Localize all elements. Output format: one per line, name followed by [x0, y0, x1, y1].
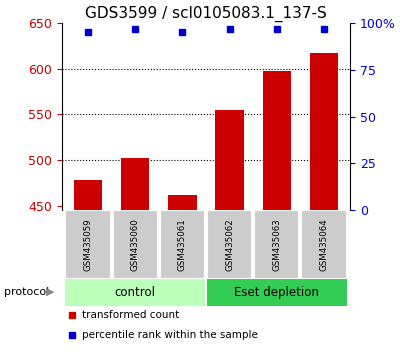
Bar: [263, 72, 291, 210]
Bar: [112, 210, 158, 279]
Bar: [121, 158, 149, 210]
Text: GSM435060: GSM435060: [131, 218, 140, 271]
Title: GDS3599 / scl0105083.1_137-S: GDS3599 / scl0105083.1_137-S: [85, 5, 327, 22]
Bar: [301, 210, 347, 279]
Bar: [74, 180, 102, 210]
Text: transformed count: transformed count: [82, 309, 180, 320]
Bar: [254, 210, 300, 279]
Bar: [160, 210, 205, 279]
Bar: [216, 110, 244, 210]
Bar: [65, 210, 111, 279]
Text: GSM435064: GSM435064: [320, 218, 328, 271]
Text: percentile rank within the sample: percentile rank within the sample: [82, 330, 258, 340]
Text: GSM435062: GSM435062: [225, 218, 234, 271]
Text: GSM435063: GSM435063: [272, 218, 281, 271]
Bar: [168, 195, 196, 210]
Text: control: control: [115, 286, 156, 299]
Bar: [65, 279, 205, 307]
Text: GSM435061: GSM435061: [178, 218, 187, 271]
Text: ▶: ▶: [46, 287, 54, 297]
Text: Eset depletion: Eset depletion: [234, 286, 319, 299]
Bar: [310, 53, 338, 210]
Text: protocol: protocol: [4, 287, 49, 297]
Text: GSM435059: GSM435059: [84, 218, 92, 271]
Bar: [207, 279, 347, 307]
Bar: [207, 210, 252, 279]
